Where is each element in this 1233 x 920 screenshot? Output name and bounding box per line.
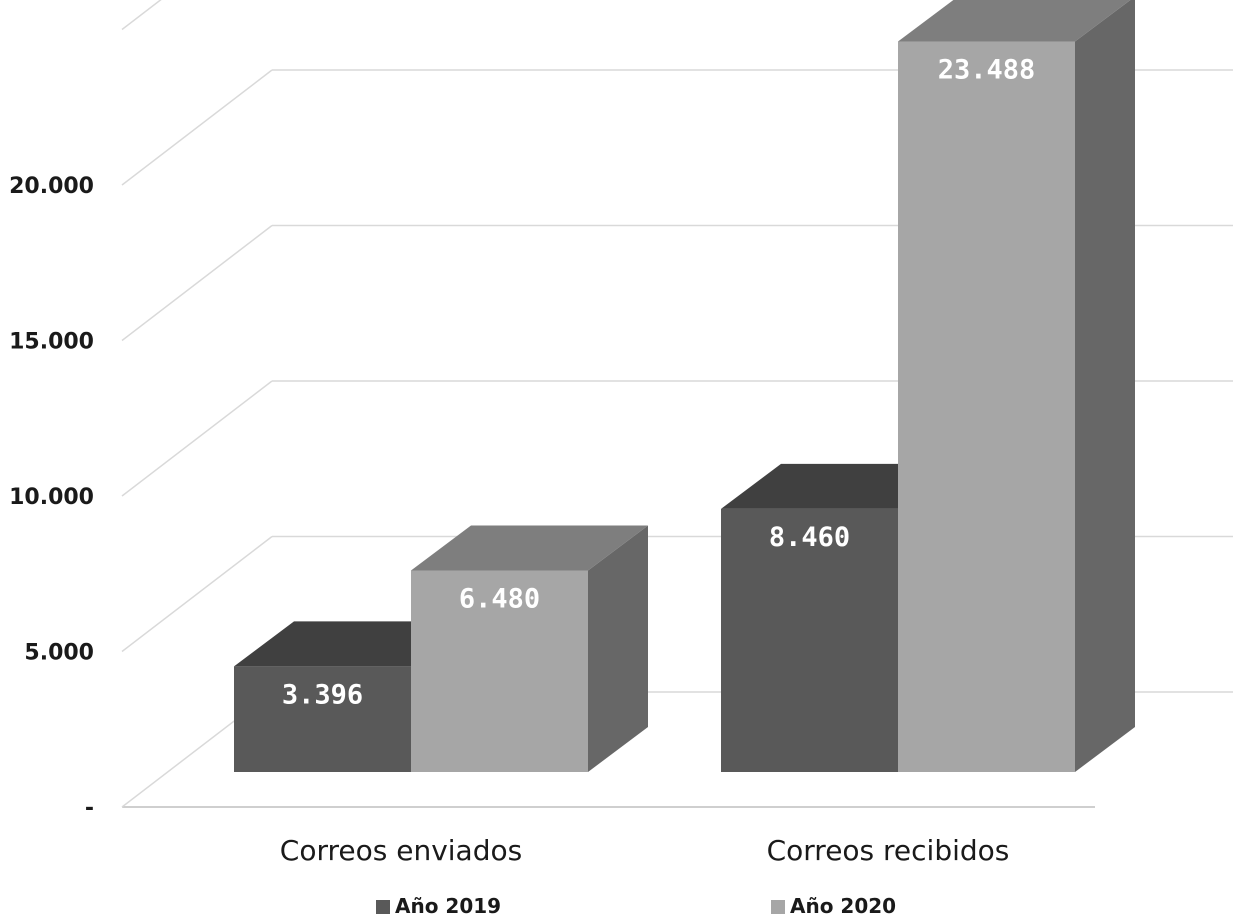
- gridline-wall: [121, 0, 162, 31]
- x-axis-categories: Correos enviados Correos recibidos: [280, 834, 1010, 867]
- bar: [411, 525, 648, 772]
- bar-side: [1075, 0, 1135, 772]
- legend-label: Año 2019: [395, 894, 501, 918]
- data-label: 6.480: [459, 583, 540, 614]
- x-category-label: Correos enviados: [280, 834, 522, 867]
- legend-item: Año 2020: [771, 894, 896, 918]
- gridline-wall: [121, 535, 273, 653]
- bars: 3.396 6.480 8.460 23.488: [234, 0, 1135, 773]
- bar-front: [411, 570, 588, 772]
- bar: [898, 0, 1135, 773]
- y-tick-label: -: [85, 796, 94, 821]
- bar-front: [898, 41, 1075, 773]
- y-tick-label: 20.000: [9, 174, 94, 199]
- x-category-label: Correos recibidos: [767, 834, 1010, 867]
- bar-front: [721, 508, 898, 772]
- data-label: 3.396: [282, 679, 363, 710]
- legend-item: Año 2019: [376, 894, 501, 918]
- bar-front: [234, 666, 411, 772]
- bar-top: [411, 525, 648, 571]
- y-axis-ticks: - 5.000 10.000 15.000 20.000: [9, 174, 94, 821]
- bar-top: [898, 0, 1131, 42]
- legend: Año 2019 Año 2020: [376, 894, 896, 918]
- legend-label: Año 2020: [790, 894, 896, 918]
- data-label: 23.488: [938, 55, 1036, 86]
- gridline-wall: [121, 380, 273, 497]
- gridline-wall: [121, 224, 273, 342]
- bar-side: [588, 525, 648, 772]
- y-tick-label: 5.000: [24, 641, 94, 666]
- y-tick-label: 15.000: [9, 330, 94, 355]
- gridline-wall: [121, 69, 273, 186]
- y-tick-label: 10.000: [9, 485, 94, 510]
- data-label: 8.460: [769, 522, 850, 553]
- legend-swatch: [376, 900, 390, 914]
- legend-swatch: [771, 900, 785, 914]
